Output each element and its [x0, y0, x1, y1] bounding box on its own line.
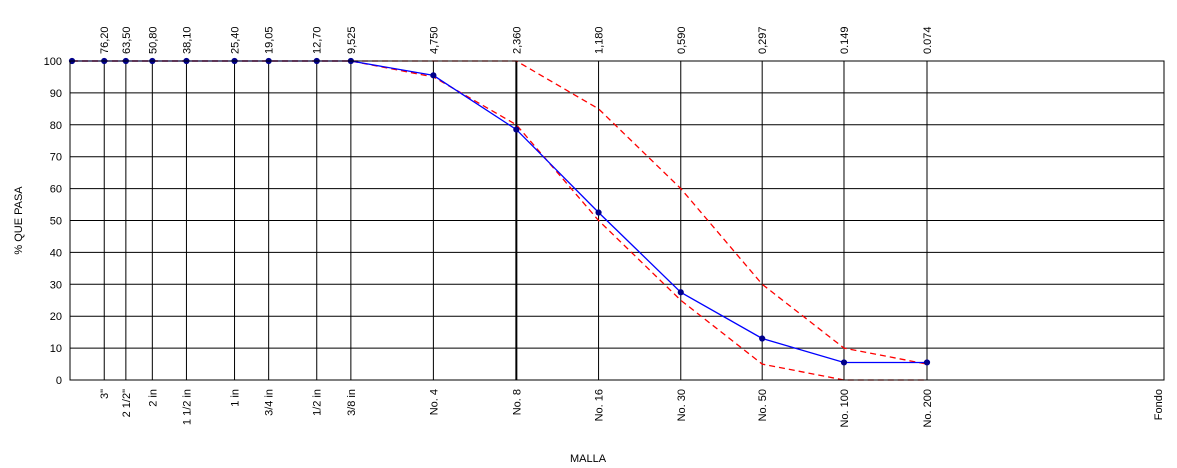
y-tick-label: 50: [50, 216, 62, 228]
data-point: [840, 359, 848, 366]
grid-lines: [70, 60, 1164, 381]
opening-label: 76,20: [99, 26, 111, 54]
y-tick-label: 90: [50, 88, 62, 100]
opening-label: 50,80: [147, 26, 159, 54]
data-point: [513, 126, 520, 133]
opening-label: 12,70: [312, 26, 324, 54]
opening-label: 1,180: [594, 26, 606, 54]
sieve-label: No. 200: [922, 389, 934, 428]
opening-label: 0.074: [922, 26, 934, 54]
plot-frame: [69, 60, 1165, 381]
y-tick-label: 80: [50, 120, 62, 132]
sieve-label: No. 4: [428, 389, 440, 415]
data-point: [430, 72, 437, 79]
y-axis-title: % QUE PASA: [13, 186, 25, 255]
sieve-label: 3/4 in: [264, 389, 276, 416]
sieve-label: No. 100: [839, 389, 851, 428]
y-tick-label: 100: [44, 56, 62, 68]
limit-curve-line: [72, 60, 928, 365]
sieve-label: 3/8 in: [346, 389, 358, 416]
data-point: [923, 359, 931, 366]
sieve-label: 1 in: [230, 389, 242, 407]
opening-label: 25,40: [230, 26, 242, 54]
y-tick-label: 70: [50, 152, 62, 164]
data-point: [595, 209, 602, 216]
data-point: [759, 335, 766, 342]
sieve-label: No. 50: [757, 389, 769, 421]
tick-labels: 0 10 20 30 40 50 60 70 80 90 100 76,20 3" 63,50 2 1/2"…: [44, 26, 1165, 427]
series-layer: [68, 57, 931, 381]
y-tick-label: 60: [50, 184, 62, 196]
gradation-curve-line: [72, 60, 927, 364]
sieve-label: 3": [99, 389, 111, 399]
y-tick-label: 0: [56, 375, 62, 387]
sieve-label: 2 1/2": [121, 389, 133, 417]
opening-label: 0.149: [839, 26, 851, 54]
y-tick-label: 10: [50, 343, 62, 355]
sieve-label: 1/2 in: [312, 389, 324, 416]
sieve-label: 1 1/2 in: [181, 389, 193, 425]
sieve-label: No. 30: [676, 389, 688, 421]
x-axis-title: MALLA: [570, 453, 607, 465]
sieve-label: No. 8: [511, 389, 523, 415]
opening-label: 0,590: [676, 26, 688, 54]
y-tick-label: 40: [50, 247, 62, 259]
opening-label: 2,360: [511, 26, 523, 54]
y-tick-label: 20: [50, 311, 62, 323]
opening-label: 63,50: [121, 26, 133, 54]
opening-label: 4,750: [428, 26, 440, 54]
data-point: [677, 289, 684, 296]
sieve-label: No. 16: [594, 389, 606, 421]
fondo-label: Fondo: [1153, 389, 1165, 420]
opening-label: 9,525: [346, 26, 358, 54]
opening-label: 0,297: [757, 26, 769, 54]
y-tick-label: 30: [50, 279, 62, 291]
sieve-label: 2 in: [147, 389, 159, 407]
opening-label: 38,10: [181, 26, 193, 54]
opening-label: 19,05: [264, 26, 276, 54]
